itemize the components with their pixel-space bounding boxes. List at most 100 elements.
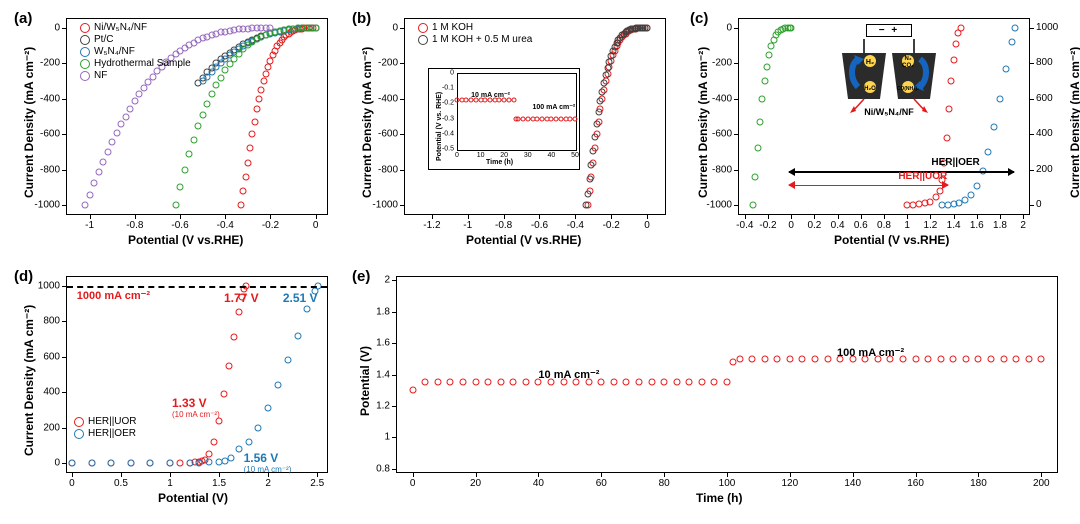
panel-e-tag: (e) bbox=[352, 268, 370, 285]
range-arrow bbox=[789, 185, 948, 187]
data-point bbox=[636, 379, 643, 386]
data-point bbox=[752, 173, 759, 180]
data-point bbox=[82, 202, 89, 209]
svg-text:Ni/W₅N₄/NF: Ni/W₅N₄/NF bbox=[864, 107, 914, 117]
legend-label: 1 M KOH + 0.5 M urea bbox=[432, 34, 532, 45]
data-point bbox=[497, 379, 504, 386]
svg-text:CO₂: CO₂ bbox=[902, 63, 914, 69]
panel-c-tag: (c) bbox=[690, 10, 708, 27]
panel-a-xlabel: Potential (V vs.RHE) bbox=[128, 233, 243, 247]
data-point bbox=[284, 357, 291, 364]
data-point bbox=[312, 24, 319, 31]
data-point bbox=[975, 355, 982, 362]
data-point bbox=[786, 355, 793, 362]
data-point bbox=[247, 145, 254, 152]
data-point bbox=[294, 332, 301, 339]
data-point bbox=[985, 148, 992, 155]
legend-item: HER||OER bbox=[74, 428, 137, 439]
data-point bbox=[1008, 39, 1015, 46]
data-point bbox=[1025, 355, 1032, 362]
data-point bbox=[799, 355, 806, 362]
data-point bbox=[217, 74, 224, 81]
data-point bbox=[1002, 65, 1009, 72]
panel-e-ylabel: Potential (V) bbox=[358, 346, 372, 416]
data-point bbox=[244, 159, 251, 166]
data-point bbox=[648, 379, 655, 386]
data-point bbox=[230, 334, 237, 341]
data-point bbox=[583, 202, 590, 209]
data-point bbox=[768, 43, 775, 50]
data-point bbox=[186, 150, 193, 157]
data-point bbox=[251, 118, 258, 125]
data-point bbox=[260, 78, 267, 85]
data-point bbox=[127, 105, 134, 112]
data-point bbox=[754, 145, 761, 152]
data-point bbox=[661, 379, 668, 386]
data-point bbox=[937, 355, 944, 362]
data-point bbox=[1013, 355, 1020, 362]
data-point bbox=[181, 166, 188, 173]
data-point bbox=[485, 379, 492, 386]
data-point bbox=[136, 91, 143, 98]
data-point bbox=[225, 362, 232, 369]
legend-item: W₅N₄/NF bbox=[80, 46, 191, 57]
data-point bbox=[108, 460, 115, 467]
legend-label: HER||OER bbox=[88, 428, 136, 439]
panel-b-legend: 1 M KOH1 M KOH + 0.5 M urea bbox=[418, 22, 532, 46]
data-point bbox=[211, 438, 218, 445]
data-point bbox=[249, 131, 256, 138]
panel-d-legend: HER||UORHER||OER bbox=[74, 416, 137, 440]
data-point bbox=[267, 24, 274, 31]
data-point bbox=[245, 438, 252, 445]
data-point bbox=[88, 460, 95, 467]
data-point bbox=[235, 309, 242, 316]
data-point bbox=[460, 379, 467, 386]
data-point bbox=[118, 121, 125, 128]
data-point bbox=[597, 98, 604, 105]
legend-label: NF bbox=[94, 70, 107, 81]
data-point bbox=[1038, 355, 1045, 362]
data-point bbox=[177, 184, 184, 191]
panel-d-tag: (d) bbox=[14, 268, 33, 285]
data-point bbox=[1012, 24, 1019, 31]
data-point bbox=[602, 71, 609, 78]
range-arrow-label: HER||OER bbox=[931, 157, 979, 168]
data-point bbox=[592, 133, 599, 140]
legend-label: Ni/W₅N₄/NF bbox=[94, 22, 147, 33]
data-point bbox=[127, 460, 134, 467]
data-point bbox=[584, 190, 591, 197]
data-point bbox=[586, 176, 593, 183]
data-point bbox=[593, 121, 600, 128]
data-point bbox=[601, 79, 608, 86]
data-point bbox=[588, 162, 595, 169]
data-point bbox=[172, 202, 179, 209]
data-point bbox=[274, 382, 281, 389]
chart-annotation: 1.77 V bbox=[224, 291, 259, 305]
data-point bbox=[724, 379, 731, 386]
legend-item: Hydrothermal Sample bbox=[80, 58, 191, 69]
panel-b-tag: (b) bbox=[352, 10, 371, 27]
data-point bbox=[925, 355, 932, 362]
legend-label: W₅N₄/NF bbox=[94, 46, 135, 57]
data-point bbox=[68, 460, 75, 467]
data-point bbox=[256, 95, 263, 102]
panel-a-legend: Ni/W₅N₄/NFPt/CW₅N₄/NFHydrothermal Sample… bbox=[80, 22, 191, 82]
legend-item: Pt/C bbox=[80, 34, 191, 45]
legend-item: 1 M KOH bbox=[418, 22, 532, 33]
data-point bbox=[140, 85, 147, 92]
panel-e: (e) 0204060801001201401601802000.811.21.… bbox=[346, 266, 1074, 516]
panel-c: (c) -0.4-0.200.20.40.60.811.21.41.61.82-… bbox=[684, 8, 1074, 258]
data-point bbox=[912, 355, 919, 362]
chart-annotation: 100 mA cm⁻² bbox=[837, 346, 904, 359]
data-point bbox=[167, 460, 174, 467]
data-point bbox=[510, 379, 517, 386]
legend-item: Ni/W₅N₄/NF bbox=[80, 22, 191, 33]
data-point bbox=[238, 202, 245, 209]
panel-b-xlabel: Potential (V vs.RHE) bbox=[466, 233, 581, 247]
panel-c-schematic: − + H₂ N₂ CO₂ H₂O bbox=[814, 24, 964, 119]
data-point bbox=[147, 460, 154, 467]
data-point bbox=[472, 379, 479, 386]
data-point bbox=[610, 379, 617, 386]
data-point bbox=[176, 459, 183, 466]
data-point bbox=[761, 78, 768, 85]
